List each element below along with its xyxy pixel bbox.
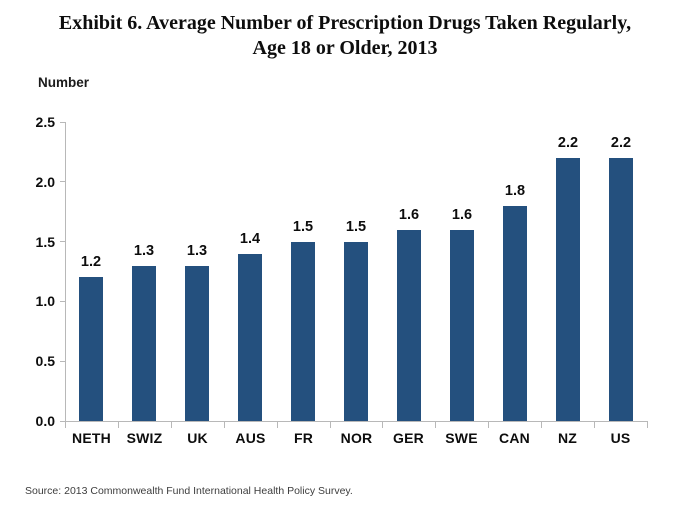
y-tick bbox=[60, 420, 65, 422]
bar-value-label: 1.6 bbox=[398, 207, 420, 223]
x-axis-line bbox=[65, 421, 647, 422]
y-tick-label: 2.0 bbox=[35, 173, 55, 190]
y-tick-label: 2.5 bbox=[35, 114, 55, 130]
y-tick-label: 1.5 bbox=[35, 233, 55, 250]
y-tick-label: 0.0 bbox=[35, 413, 55, 429]
bar-value-label: 1.5 bbox=[292, 219, 314, 235]
x-tick bbox=[382, 421, 383, 428]
x-category-label: NZ bbox=[557, 430, 578, 446]
x-tick bbox=[488, 421, 489, 428]
bar-value-label: 1.2 bbox=[80, 254, 102, 270]
x-category-label: SWIZ bbox=[126, 430, 163, 446]
x-tick bbox=[594, 421, 595, 428]
bar-us bbox=[609, 158, 633, 421]
y-tick bbox=[60, 181, 65, 183]
bar-nor bbox=[344, 242, 368, 421]
x-tick bbox=[171, 421, 172, 428]
x-category-label: NETH bbox=[72, 430, 111, 446]
x-category-label: FR bbox=[293, 430, 314, 446]
bar-can bbox=[503, 206, 527, 421]
chart-title-line2: Age 18 or Older, 2013 bbox=[252, 37, 438, 59]
bar-aus bbox=[238, 254, 262, 421]
bar-value-label: 1.3 bbox=[133, 243, 155, 259]
x-tick bbox=[224, 421, 225, 428]
bar-ger bbox=[397, 230, 421, 421]
bar-value-label: 2.2 bbox=[557, 135, 579, 151]
y-tick bbox=[60, 121, 65, 123]
x-tick bbox=[330, 421, 331, 428]
bar-swiz bbox=[132, 266, 156, 421]
x-tick bbox=[277, 421, 278, 428]
x-category-label: NOR bbox=[340, 430, 373, 446]
source-note: Source: 2013 Commonwealth Fund Internati… bbox=[25, 485, 353, 497]
y-axis-unit-label: Number bbox=[38, 75, 90, 90]
x-tick bbox=[118, 421, 119, 428]
bar-value-label: 1.8 bbox=[504, 183, 526, 199]
y-axis-line bbox=[65, 122, 66, 421]
x-category-label: US bbox=[610, 430, 631, 446]
chart-title-line1: Exhibit 6. Average Number of Prescriptio… bbox=[58, 12, 632, 34]
bar-neth bbox=[79, 277, 103, 421]
x-category-label: AUS bbox=[235, 430, 266, 446]
bar-value-label: 2.2 bbox=[610, 135, 632, 151]
y-tick bbox=[60, 241, 65, 243]
x-tick bbox=[65, 421, 66, 428]
bar-value-label: 1.4 bbox=[239, 231, 261, 247]
bar-fr bbox=[291, 242, 315, 421]
chart-title: Exhibit 6. Average Number of Prescriptio… bbox=[0, 11, 690, 61]
bar-uk bbox=[185, 266, 209, 421]
x-tick bbox=[647, 421, 648, 428]
x-tick bbox=[435, 421, 436, 428]
bar-nz bbox=[556, 158, 580, 421]
bar-swe bbox=[450, 230, 474, 421]
bar-value-label: 1.5 bbox=[345, 219, 367, 235]
x-category-label: GER bbox=[393, 430, 424, 446]
x-category-label: UK bbox=[187, 430, 208, 446]
y-tick bbox=[60, 360, 65, 362]
x-category-label: SWE bbox=[445, 430, 478, 446]
x-category-label: CAN bbox=[499, 430, 530, 446]
y-tick-label: 1.0 bbox=[35, 293, 55, 310]
y-tick bbox=[60, 300, 65, 302]
x-tick bbox=[541, 421, 542, 428]
bar-value-label: 1.6 bbox=[451, 207, 473, 223]
bar-value-label: 1.3 bbox=[186, 243, 208, 259]
plot-area: 0.0 0.5 1.0 1.5 2.0 2.5 1.2 NETH 1.3 SWIZ 1.3 UK 1.4… bbox=[36, 114, 648, 446]
y-tick-label: 0.5 bbox=[35, 353, 55, 370]
